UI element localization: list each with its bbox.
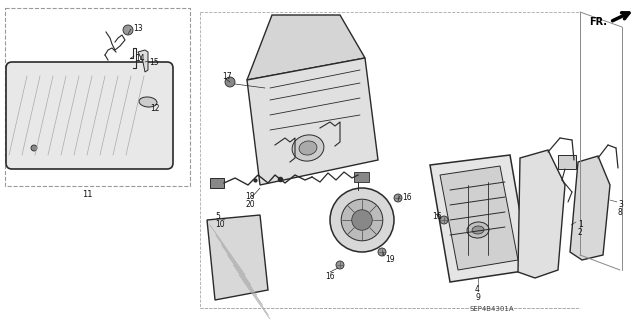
Text: 9: 9	[475, 293, 480, 302]
Text: 15: 15	[149, 58, 159, 67]
Text: 10: 10	[215, 220, 225, 229]
Text: 16: 16	[325, 272, 335, 281]
Text: 19: 19	[385, 255, 395, 264]
Polygon shape	[570, 156, 610, 260]
Circle shape	[352, 210, 372, 230]
Text: 2: 2	[578, 228, 583, 237]
Text: 5: 5	[215, 212, 220, 221]
Text: 16: 16	[432, 212, 442, 221]
Ellipse shape	[472, 226, 484, 234]
Text: 4: 4	[475, 285, 480, 294]
Text: FR.: FR.	[589, 17, 607, 27]
Polygon shape	[247, 15, 365, 80]
Polygon shape	[247, 58, 378, 185]
Circle shape	[31, 145, 37, 151]
Circle shape	[440, 216, 448, 224]
Text: 8: 8	[618, 208, 623, 217]
Circle shape	[123, 25, 133, 35]
Ellipse shape	[299, 141, 317, 155]
Circle shape	[330, 188, 394, 252]
Text: 18: 18	[245, 192, 255, 201]
Text: 3: 3	[618, 200, 623, 209]
Bar	[354, 172, 369, 182]
Circle shape	[336, 261, 344, 269]
Polygon shape	[440, 166, 518, 270]
Polygon shape	[430, 155, 530, 282]
Text: 12: 12	[150, 104, 159, 113]
Circle shape	[225, 77, 235, 87]
FancyBboxPatch shape	[6, 62, 173, 169]
Bar	[5, 8, 190, 186]
Bar	[210, 178, 224, 188]
Text: 20: 20	[245, 200, 255, 209]
Text: SEP4B4301A: SEP4B4301A	[470, 306, 515, 312]
Ellipse shape	[139, 97, 157, 107]
Polygon shape	[518, 150, 565, 278]
Circle shape	[394, 194, 402, 202]
Text: 14: 14	[135, 54, 145, 63]
Circle shape	[378, 248, 386, 256]
Text: 16: 16	[402, 193, 412, 202]
Text: 13: 13	[133, 24, 143, 33]
Circle shape	[341, 199, 383, 241]
Ellipse shape	[292, 135, 324, 161]
Polygon shape	[207, 215, 268, 300]
Bar	[558, 155, 576, 169]
Polygon shape	[138, 50, 148, 72]
Text: 1: 1	[578, 220, 583, 229]
Text: 17: 17	[222, 72, 232, 81]
Ellipse shape	[467, 222, 489, 238]
Text: 11: 11	[82, 190, 93, 199]
